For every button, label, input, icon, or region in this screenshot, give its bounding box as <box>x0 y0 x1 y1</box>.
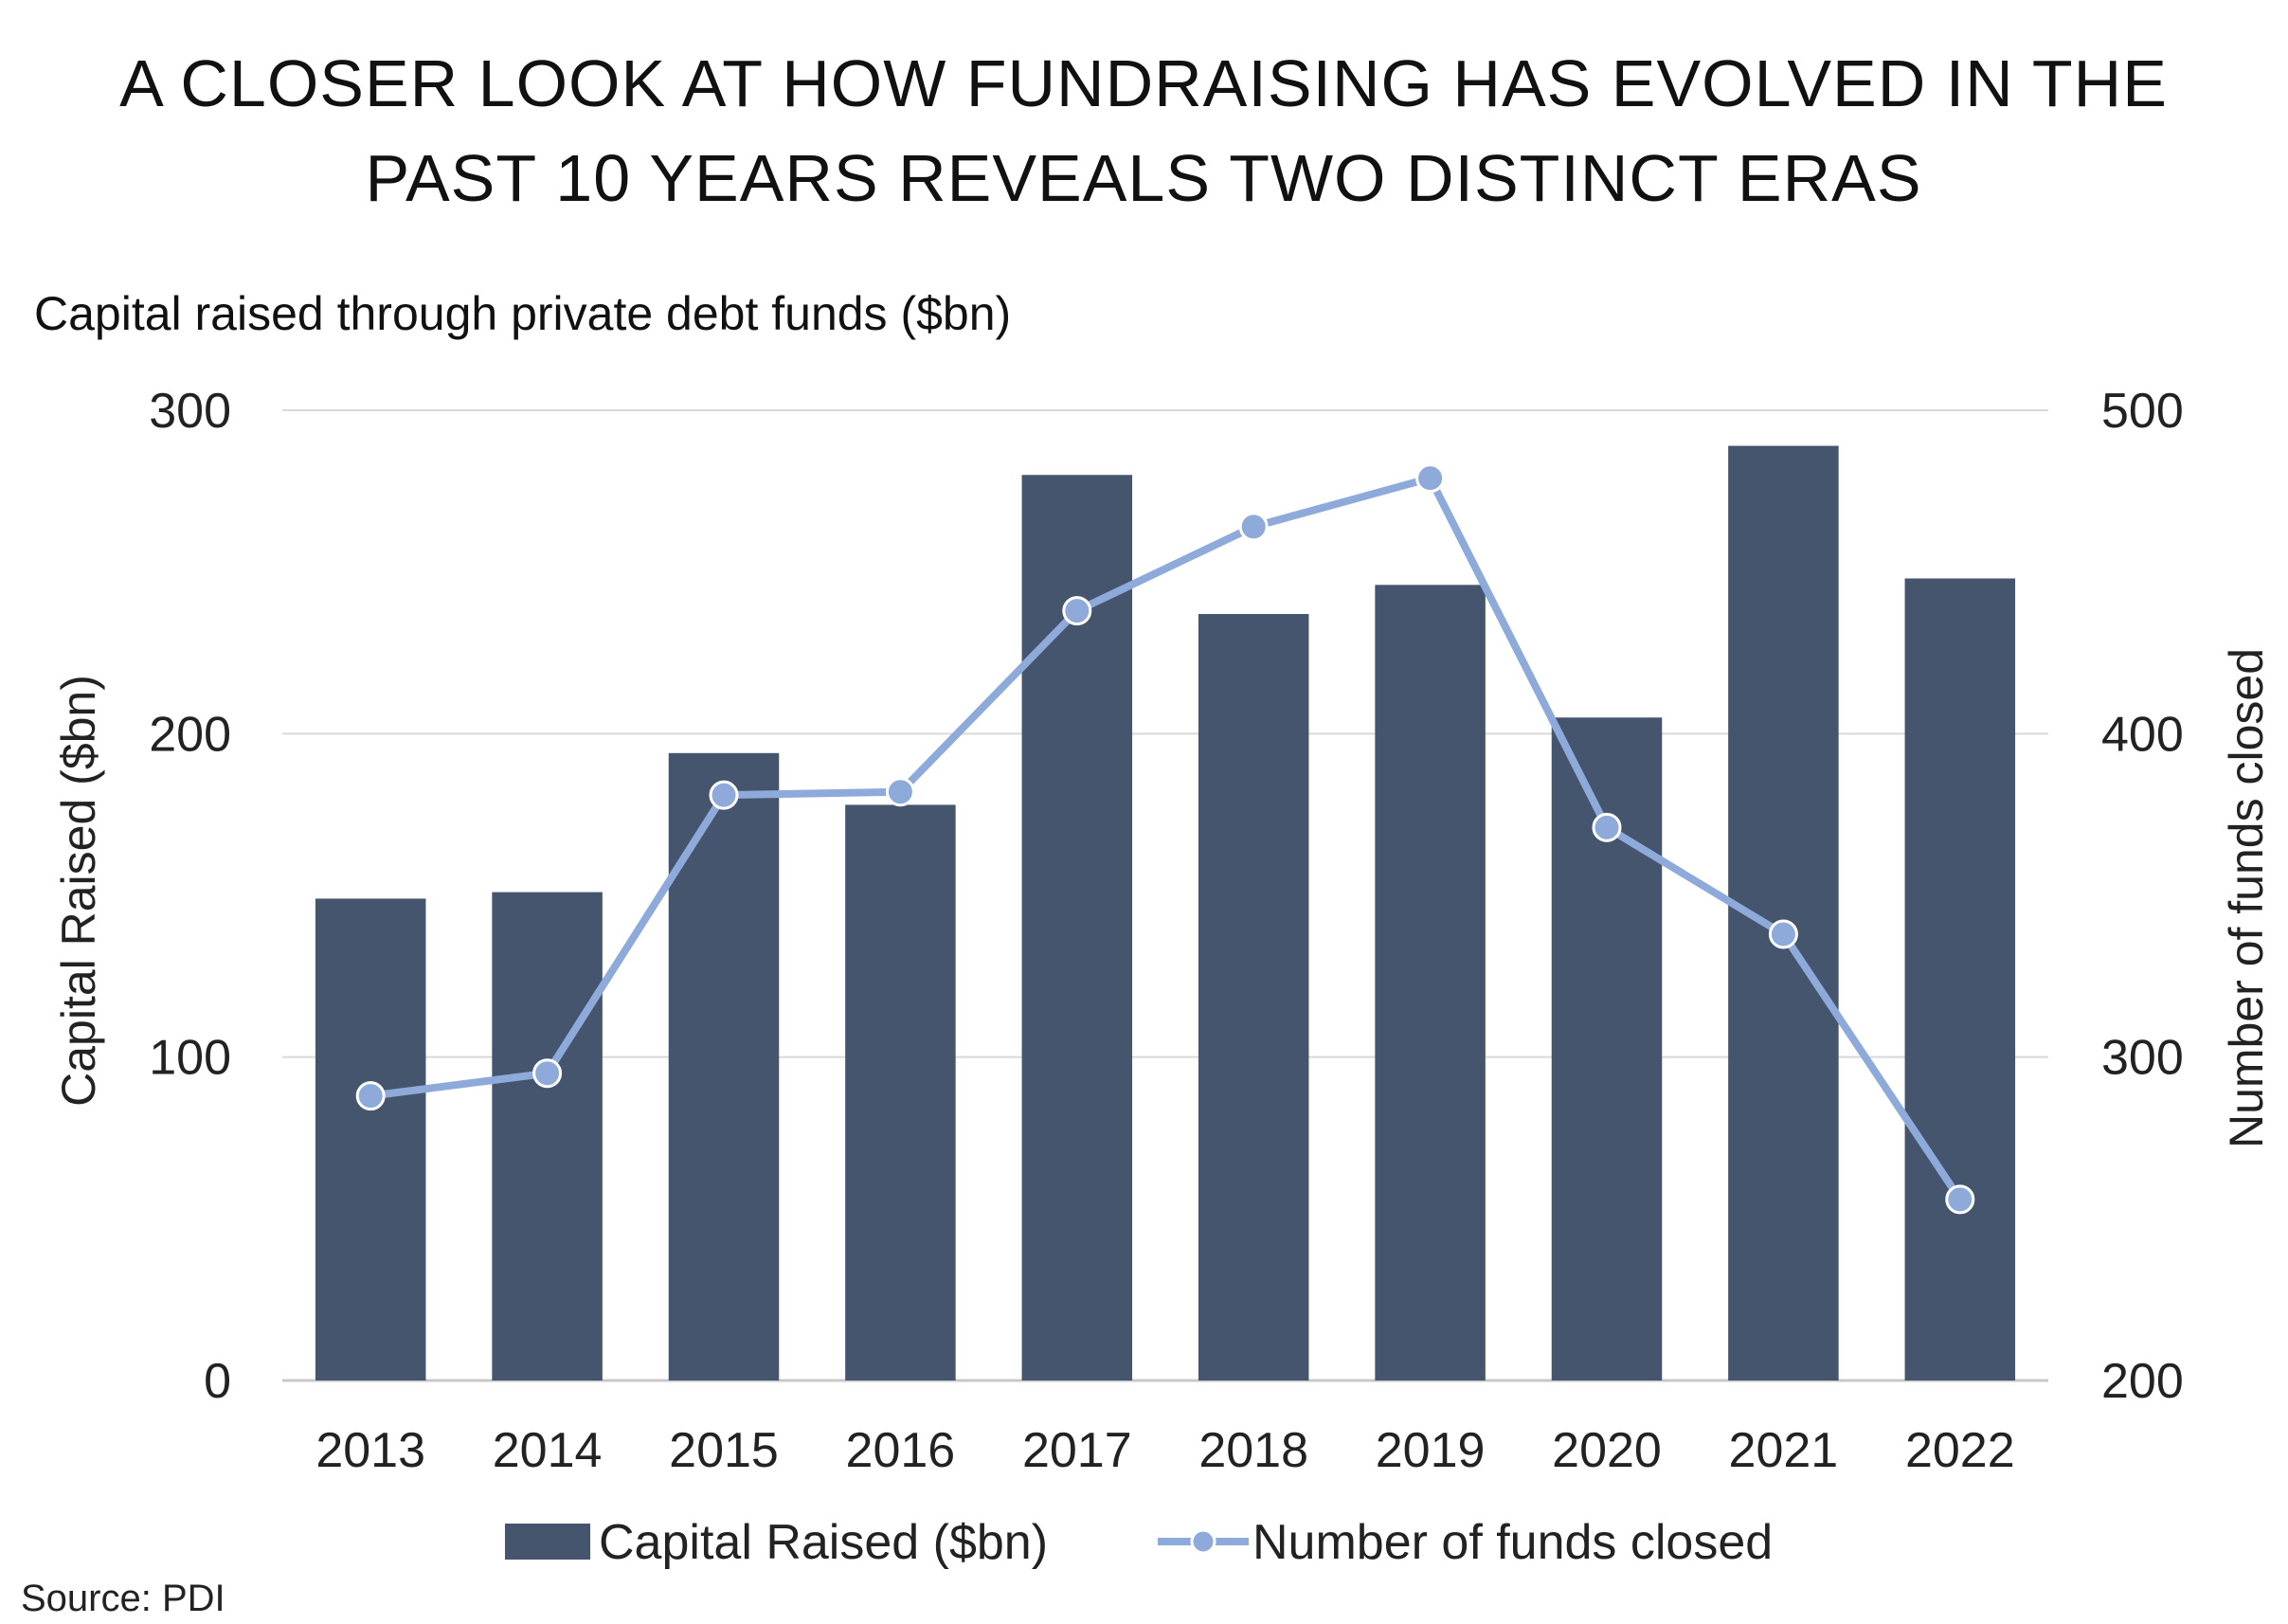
bar-2016 <box>845 804 956 1380</box>
bar-2018 <box>1198 614 1309 1380</box>
funds-point-2017 <box>1062 596 1092 626</box>
x-axis-tick-label: 2013 <box>315 1423 425 1478</box>
x-axis-tick-label: 2022 <box>1905 1423 2015 1478</box>
left-axis-tick-label: 200 <box>149 707 231 762</box>
funds-point-2021 <box>1768 919 1798 949</box>
bar-2014 <box>492 892 603 1380</box>
left-axis-title: Capital Raised ($bn) <box>52 675 105 1107</box>
x-axis-tick-label: 2019 <box>1376 1423 1486 1478</box>
bar-2013 <box>315 898 426 1380</box>
line-series <box>355 463 1975 1215</box>
x-axis-ticks: 2013 2014 2015 2016 2017 2018 2019 2020 2021 2022 <box>315 1423 2014 1478</box>
bar-series <box>315 445 2016 1381</box>
funds-point-2020 <box>1592 812 1622 842</box>
legend-bar-swatch <box>505 1524 590 1560</box>
funds-point-2019 <box>1415 463 1446 494</box>
funds-point-2014 <box>532 1058 563 1089</box>
bar-2017 <box>1021 475 1133 1380</box>
bar-2022 <box>1904 578 2016 1380</box>
legend-bar-label: Capital Raised ($bn) <box>599 1515 1048 1570</box>
chart-title-line-1: A CLOSER LOOK AT HOW FUNDRAISING HAS EVO… <box>119 46 2168 120</box>
funds-closed-line <box>367 474 1964 1203</box>
right-axis-tick-label: 200 <box>2101 1354 2184 1409</box>
left-axis-tick-label: 300 <box>149 384 231 439</box>
funds-point-2022 <box>1945 1184 1975 1215</box>
right-axis-title: Number of funds closed <box>2220 648 2273 1148</box>
funds-point-2016 <box>885 777 915 807</box>
legend-line-label: Number of funds closed <box>1252 1515 1773 1570</box>
legend: Capital Raised ($bn) Number of funds clo… <box>505 1515 1773 1570</box>
chart-subtitle: Capital raised through private debt fund… <box>34 287 1011 340</box>
right-axis-tick-label: 500 <box>2101 384 2184 439</box>
x-axis-tick-label: 2014 <box>493 1423 603 1478</box>
x-axis-tick-label: 2020 <box>1552 1423 1662 1478</box>
bar-2015 <box>668 752 780 1380</box>
right-axis-tick-label: 400 <box>2101 707 2184 762</box>
x-axis-tick-label: 2021 <box>1729 1423 1839 1478</box>
funds-point-2018 <box>1238 512 1269 542</box>
x-axis-tick-label: 2015 <box>669 1423 779 1478</box>
funds-point-2015 <box>709 780 739 810</box>
legend-line-marker <box>1190 1528 1216 1555</box>
chart-title-line-2: PAST 10 YEARS REVEALS TWO DISTINCT ERAS <box>365 141 1921 215</box>
bar-2019 <box>1375 585 1486 1380</box>
left-axis-ticks: 0 100 200 300 <box>149 384 231 1409</box>
x-axis-tick-label: 2018 <box>1198 1423 1308 1478</box>
x-axis-tick-label: 2017 <box>1022 1423 1132 1478</box>
source-note: Source: PDI <box>21 1578 225 1619</box>
right-axis-ticks: 200 300 400 500 <box>2101 384 2184 1409</box>
funds-point-2013 <box>355 1081 386 1111</box>
right-axis-tick-label: 300 <box>2101 1031 2184 1086</box>
x-axis-tick-label: 2016 <box>846 1423 956 1478</box>
left-axis-tick-label: 100 <box>149 1031 231 1086</box>
left-axis-tick-label: 0 <box>204 1354 231 1409</box>
